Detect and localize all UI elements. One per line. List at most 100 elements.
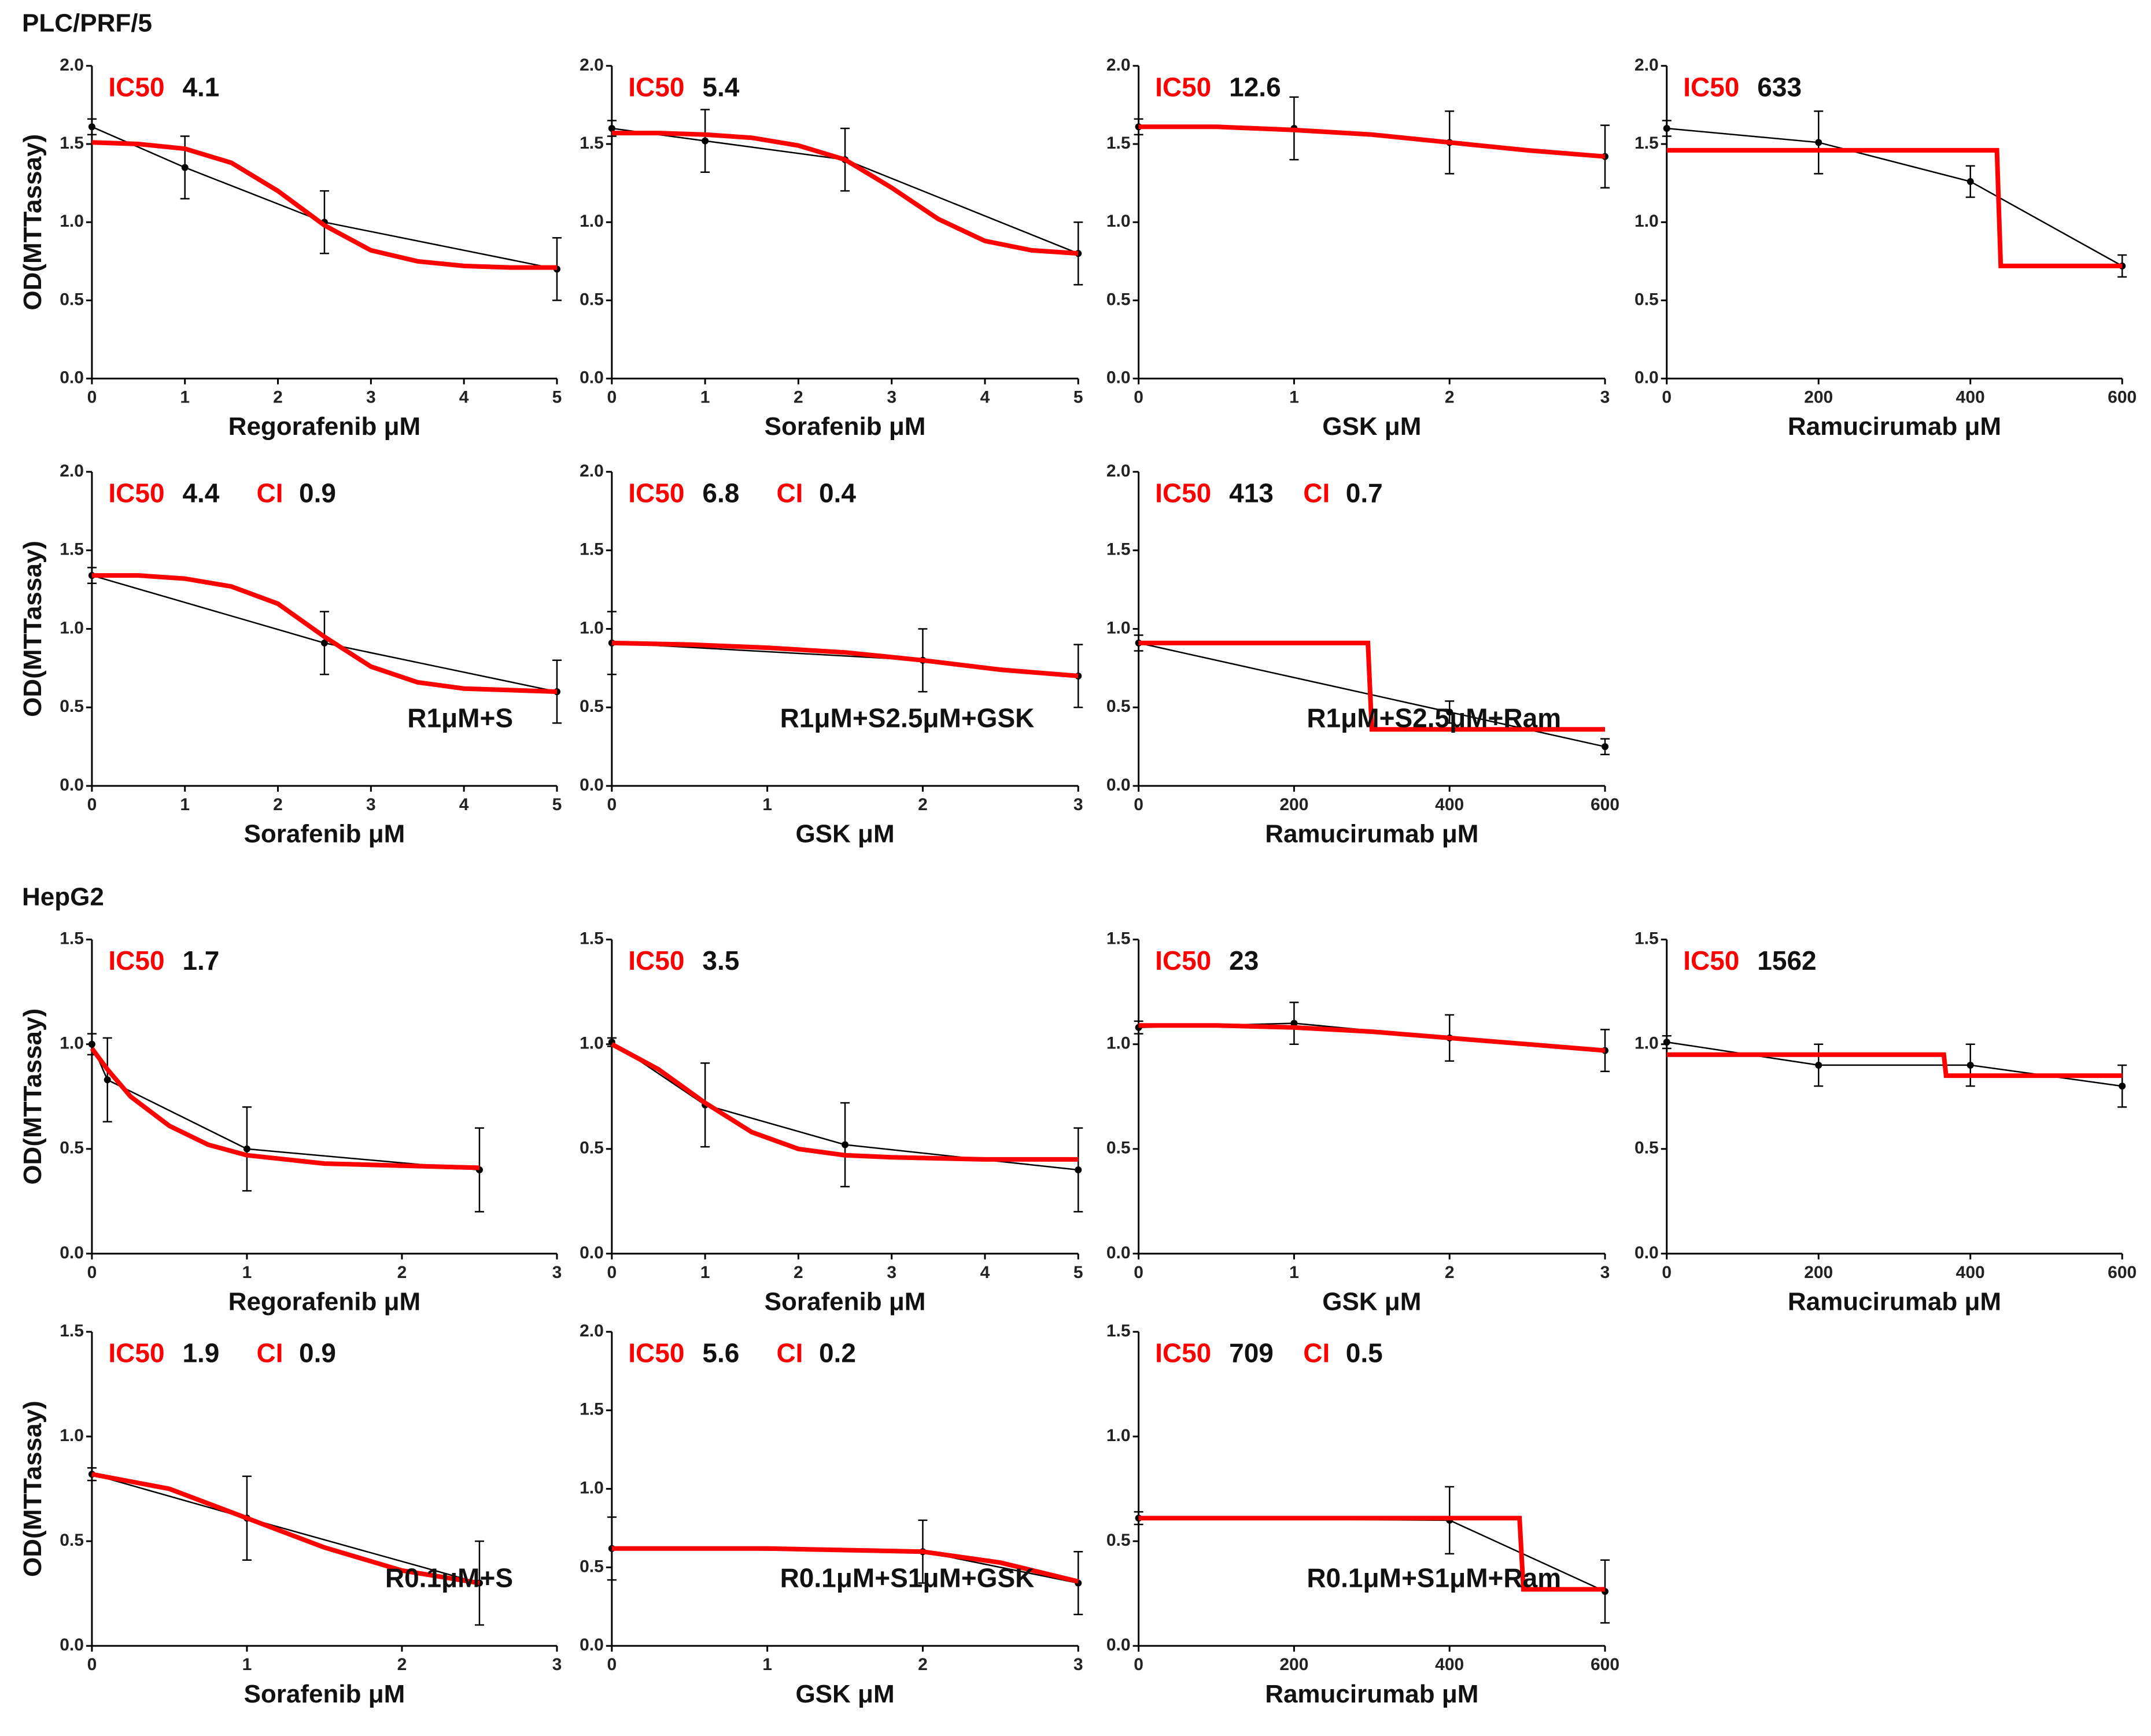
ic50-label: IC50 — [1155, 945, 1211, 976]
y-tick-label: 0.0 — [1635, 368, 1659, 387]
x-tick-label: 3 — [1600, 1263, 1610, 1282]
data-line — [1666, 1041, 2123, 1087]
x-axis-label: Regorafenib μM — [228, 412, 421, 441]
ci-value: 0.9 — [299, 1338, 336, 1368]
x-tick-label: 400 — [1435, 1655, 1464, 1674]
ic50-value: 12.6 — [1229, 72, 1281, 102]
x-tick-label: 0 — [607, 1263, 617, 1282]
x-axis-label: Sorafenib μM — [244, 1680, 405, 1708]
x-tick-label: 400 — [1956, 1263, 1985, 1282]
y-tick-label: 2.0 — [1635, 56, 1659, 75]
ic50-value: 1.9 — [182, 1338, 219, 1368]
x-axis-label: GSK μM — [1322, 412, 1421, 441]
ic50-label: IC50 — [628, 945, 684, 976]
y-tick-label: 0.0 — [1635, 1243, 1659, 1262]
ci-label: CI — [257, 478, 283, 508]
y-tick-label: 2.0 — [60, 56, 84, 75]
x-tick-label: 5 — [552, 388, 562, 407]
y-tick-label: 1.0 — [580, 1479, 604, 1498]
x-tick-label: 2 — [794, 1263, 803, 1282]
x-tick-label: 0 — [1134, 795, 1143, 814]
x-tick-label: 2 — [397, 1263, 407, 1282]
data-point — [243, 1145, 250, 1153]
fit-curve — [1666, 147, 2123, 268]
x-tick-label: 3 — [552, 1655, 562, 1674]
data-line — [91, 1044, 480, 1171]
y-tick-label: 1.0 — [60, 618, 84, 637]
ci-label: CI — [1303, 478, 1330, 508]
x-axis-label: GSK μM — [795, 1680, 894, 1708]
data-line — [1666, 127, 2123, 267]
x-axis-label: GSK μM — [1322, 1287, 1421, 1316]
ic50-label: IC50 — [1155, 478, 1211, 508]
ic50-label: IC50 — [1683, 945, 1739, 976]
y-tick-label: 2.0 — [580, 461, 604, 481]
ic50-value: 1562 — [1757, 945, 1816, 976]
x-tick-label: 1 — [1289, 388, 1299, 407]
x-axis-label: Ramucirumab μM — [1265, 1680, 1478, 1708]
y-tick-label: 1.0 — [580, 212, 604, 231]
y-tick-label: 1.5 — [580, 929, 604, 948]
y-tick-label: 1.5 — [1106, 540, 1131, 559]
data-point — [2119, 1083, 2126, 1090]
ic50-value: 5.6 — [702, 1338, 739, 1368]
x-tick-label: 1 — [180, 795, 190, 814]
annotation: R1μM+S2.5μM+GSK — [780, 703, 1035, 733]
data-point — [1815, 139, 1822, 146]
ci-value: 0.5 — [1346, 1338, 1383, 1368]
x-axis-label: Sorafenib μM — [244, 820, 405, 848]
data-point — [1966, 178, 1974, 185]
y-tick-label: 0.0 — [1106, 1243, 1131, 1262]
y-tick-label: 0.5 — [1106, 697, 1131, 716]
x-tick-label: 3 — [887, 388, 896, 407]
x-tick-label: 3 — [552, 1263, 562, 1282]
y-tick-label: 1.5 — [580, 1400, 604, 1419]
fit-curve — [611, 640, 1079, 678]
data-point — [1663, 125, 1670, 132]
y-tick-label: 1.0 — [60, 1034, 84, 1053]
x-tick-label: 0 — [1134, 388, 1143, 407]
y-tick-label: 1.0 — [60, 1426, 84, 1445]
ci-label: CI — [776, 478, 803, 508]
y-axis-label: OD(MTTassay) — [19, 1401, 47, 1577]
x-tick-label: 2 — [273, 795, 283, 814]
ic50-label: IC50 — [108, 478, 164, 508]
x-tick-label: 2 — [1445, 388, 1455, 407]
annotation: R1μM+S2.5μM+Ram — [1307, 703, 1561, 733]
data-point — [1602, 743, 1609, 751]
x-tick-label: 0 — [87, 1655, 97, 1674]
fit-curve — [1666, 1052, 2123, 1078]
ic50-label: IC50 — [628, 478, 684, 508]
x-tick-label: 0 — [1662, 388, 1672, 407]
x-tick-label: 5 — [1073, 1263, 1083, 1282]
x-tick-label: 2 — [918, 795, 928, 814]
y-tick-label: 0.0 — [60, 775, 84, 795]
x-tick-label: 3 — [1600, 388, 1610, 407]
x-tick-label: 1 — [242, 1263, 252, 1282]
ic50-label: IC50 — [628, 72, 684, 102]
x-tick-label: 1 — [1289, 1263, 1299, 1282]
annotation: R0.1μM+S1μM+GSK — [780, 1563, 1035, 1593]
y-tick-label: 1.0 — [1635, 1034, 1659, 1053]
ic50-label: IC50 — [1155, 72, 1211, 102]
y-tick-label: 0.5 — [1106, 1531, 1131, 1550]
x-tick-label: 200 — [1279, 1655, 1308, 1674]
ic50-value: 23 — [1229, 945, 1259, 976]
x-axis-label: GSK μM — [795, 820, 894, 848]
y-tick-label: 0.5 — [1106, 290, 1131, 309]
y-tick-label: 0.5 — [1106, 1139, 1131, 1158]
data-point — [320, 639, 328, 647]
fit-curve — [91, 1472, 480, 1586]
y-tick-label: 0.5 — [580, 290, 604, 309]
y-tick-label: 1.0 — [580, 1034, 604, 1053]
x-tick-label: 3 — [1073, 1655, 1083, 1674]
x-tick-label: 1 — [700, 1263, 710, 1282]
x-tick-label: 3 — [366, 795, 376, 814]
ci-label: CI — [1303, 1338, 1330, 1368]
y-tick-label: 1.5 — [1635, 134, 1659, 153]
y-tick-label: 1.5 — [1106, 1321, 1131, 1340]
x-tick-label: 1 — [180, 388, 190, 407]
y-tick-label: 1.0 — [1635, 212, 1659, 231]
